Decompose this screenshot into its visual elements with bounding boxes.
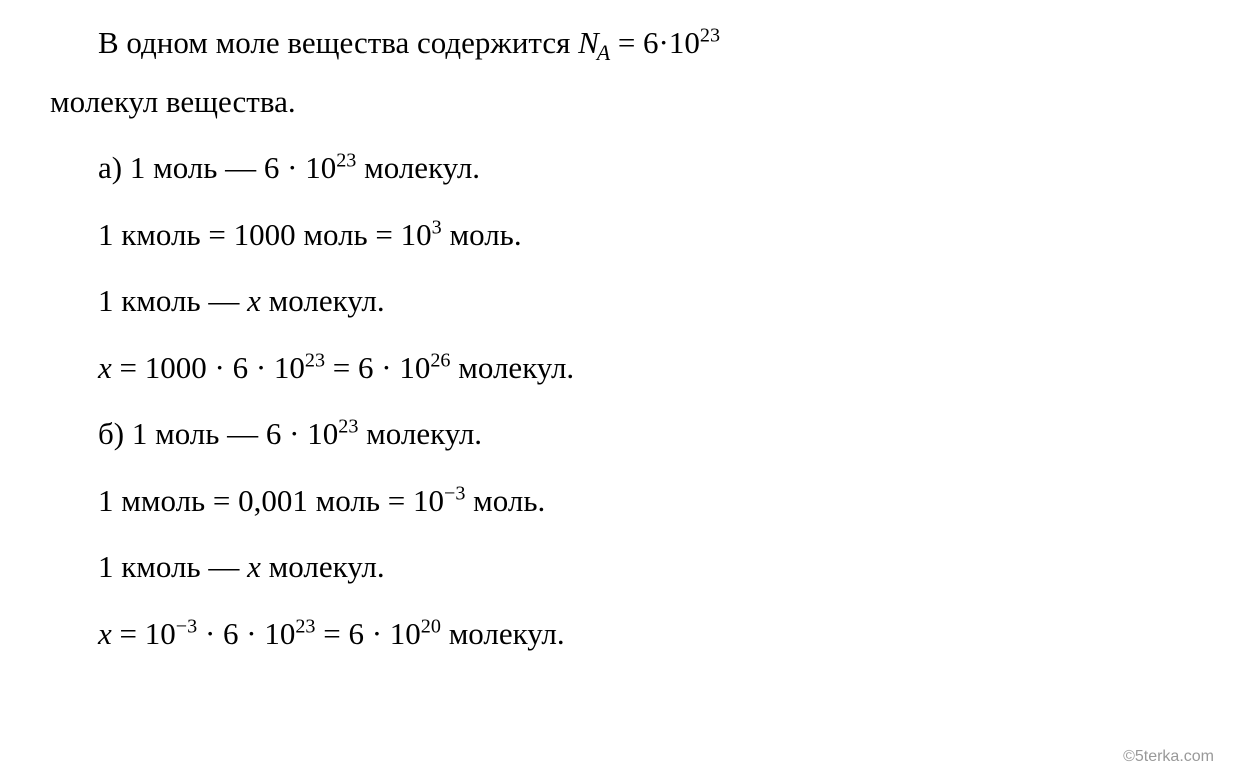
watermark: ©5terka.com	[1123, 748, 1214, 766]
b4-mid2: · 6 · 10	[197, 616, 295, 651]
b4-suffix: молекул.	[441, 616, 565, 651]
b2-exp: −3	[444, 482, 465, 504]
b2-suffix: моль.	[465, 483, 545, 518]
line-b2: 1 ммоль = 0,001 моль = 10−3 моль.	[98, 478, 1204, 525]
b2-prefix: 1 ммоль = 0,001 моль = 10	[98, 483, 444, 518]
line-a2: 1 кмоль = 1000 моль = 103 моль.	[98, 212, 1204, 259]
b3-suffix: молекул.	[261, 549, 385, 584]
intro-text-1: В одном моле вещества содержится	[98, 25, 578, 60]
intro-exp: 23	[700, 25, 720, 47]
b4-mid1: = 10	[112, 616, 176, 651]
b4-var: x	[98, 616, 112, 651]
a1-prefix: а) 1 моль — 6 · 10	[98, 150, 336, 185]
a1-suffix: молекул.	[356, 150, 480, 185]
b3-prefix: 1 кмоль —	[98, 549, 247, 584]
line-b3: 1 кмоль — x молекул.	[98, 544, 1204, 591]
intro-line-1: В одном моле вещества содержится NA = 6·…	[50, 20, 1204, 67]
b4-mid3: = 6 · 10	[315, 616, 420, 651]
b3-var: x	[247, 549, 261, 584]
a4-exp2: 26	[430, 349, 450, 371]
b1-suffix: молекул.	[358, 416, 482, 451]
line-b4: x = 10−3 · 6 · 1023 = 6 · 1020 молекул.	[98, 611, 1204, 658]
a3-suffix: молекул.	[261, 283, 385, 318]
a4-mid2: = 6 · 10	[325, 350, 430, 385]
b4-exp2: 23	[295, 615, 315, 637]
document-content: В одном моле вещества содержится NA = 6·…	[0, 0, 1234, 697]
a4-var: x	[98, 350, 112, 385]
a2-prefix: 1 кмоль = 1000 моль = 10	[98, 217, 432, 252]
b1-exp: 23	[338, 416, 358, 438]
a3-prefix: 1 кмоль —	[98, 283, 247, 318]
b4-exp3: 20	[421, 615, 441, 637]
a3-var: x	[247, 283, 261, 318]
a1-exp: 23	[336, 150, 356, 172]
line-a1: а) 1 моль — 6 · 1023 молекул.	[98, 145, 1204, 192]
a2-suffix: моль.	[442, 217, 522, 252]
var-n: N	[578, 25, 599, 60]
line-b1: б) 1 моль — 6 · 1023 молекул.	[98, 411, 1204, 458]
line-a4: x = 1000 · 6 · 1023 = 6 · 1026 молекул.	[98, 345, 1204, 392]
line-a3: 1 кмоль — x молекул.	[98, 278, 1204, 325]
a2-exp: 3	[432, 216, 442, 238]
intro-equals: = 6·10	[610, 25, 700, 60]
b1-prefix: б) 1 моль — 6 · 10	[98, 416, 338, 451]
a4-suffix: молекул.	[451, 350, 575, 385]
a4-mid1: = 1000 · 6 · 10	[112, 350, 305, 385]
a4-exp1: 23	[305, 349, 325, 371]
b4-exp1: −3	[176, 615, 197, 637]
var-n-sub: A	[597, 41, 610, 65]
intro-text-2: молекул вещества.	[50, 84, 296, 119]
intro-line-2: молекул вещества.	[50, 79, 1204, 126]
